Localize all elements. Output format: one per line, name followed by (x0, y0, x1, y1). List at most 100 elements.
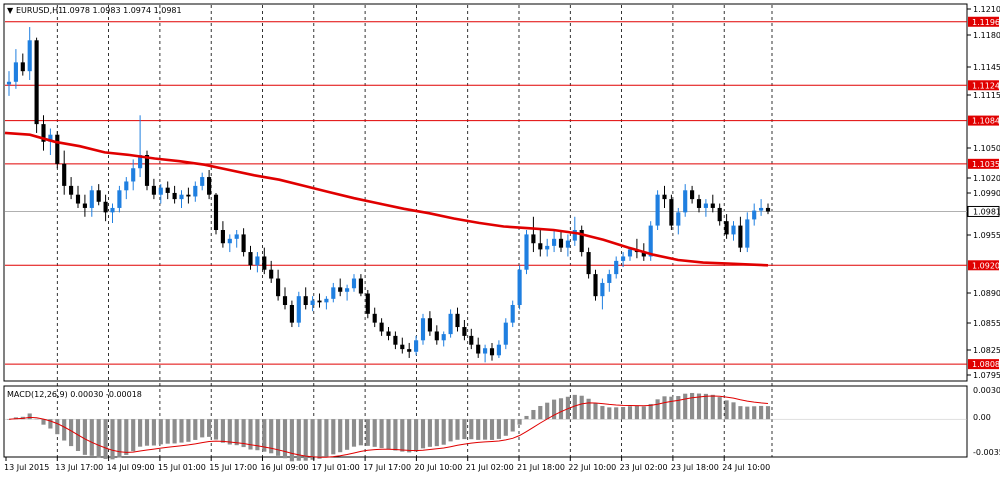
macd-histogram-bar (683, 393, 688, 420)
macd-histogram-bar (331, 419, 336, 455)
macd-histogram-bar (455, 419, 460, 440)
candle-body (614, 260, 619, 275)
candle-body (144, 155, 150, 186)
macd-histogram-bar (662, 396, 667, 420)
macd-histogram-bar (62, 419, 67, 441)
macd-histogram-bar (600, 406, 605, 420)
candle-body (351, 278, 357, 289)
candle-body (386, 331, 391, 336)
candle-body (593, 274, 598, 297)
macd-histogram-bar (6, 419, 12, 420)
candle-body (703, 203, 708, 208)
macd-histogram-bar (634, 406, 639, 420)
candle-body (82, 203, 87, 208)
candle-body (745, 219, 750, 248)
current-bid-marker: 1.0981 (967, 205, 1000, 217)
candle-body (469, 335, 474, 345)
candle-body (20, 62, 25, 72)
macd-histogram-bar (82, 419, 87, 455)
candle-body (683, 190, 688, 213)
time-tick-label: 16 Jul 09:00 (261, 463, 309, 472)
level-price-box (968, 260, 999, 271)
macd-histogram-bar (110, 419, 115, 460)
macd-histogram-bar (745, 406, 750, 420)
macd-histogram-bar (648, 403, 653, 420)
macd-histogram-bar (586, 398, 591, 420)
candle-body (276, 278, 281, 297)
macd-histogram-bar (462, 419, 467, 440)
candle-body (324, 298, 329, 303)
macd-histogram-bar (193, 419, 198, 440)
candle-body (724, 221, 729, 235)
macd-histogram-bar (179, 419, 184, 443)
candle-body (379, 322, 384, 332)
candle-body (69, 185, 74, 195)
macd-histogram-bar (117, 419, 122, 458)
macd-histogram-bar (517, 419, 522, 425)
candle-body (579, 230, 584, 253)
candle-body (462, 327, 467, 336)
chart-menu-arrow-icon[interactable]: ▼ (7, 6, 14, 15)
candle-body (572, 230, 577, 241)
level-price-text: 1.1124 (972, 81, 1000, 90)
candle-body (710, 203, 715, 208)
macd-histogram-bar (165, 419, 170, 444)
macd-histogram-bar (55, 419, 60, 435)
candle-body (96, 190, 101, 202)
candle-body (310, 300, 315, 305)
price-tick-label: 1.0855 (973, 319, 1000, 328)
candle-body (627, 249, 633, 257)
symbol-label: EURUSD,H1 (16, 6, 63, 15)
level-price-text: 1.0920 (972, 261, 1000, 270)
price-tick-label: 1.1050 (973, 144, 1000, 153)
macd-histogram-bar (282, 419, 288, 459)
price-tick-label: 1.0890 (973, 289, 1000, 298)
candle-body (420, 318, 426, 341)
macd-histogram-bar (248, 419, 253, 450)
candle-body (372, 313, 377, 323)
time-tick-label: 23 Jul 02:00 (620, 463, 668, 472)
macd-histogram-bar (269, 419, 274, 454)
candle-body (531, 234, 536, 244)
macd-histogram-bar (558, 398, 564, 420)
macd-histogram-bar (738, 406, 743, 420)
macd-histogram-bar (655, 399, 660, 420)
price-tick-label: 1.0825 (973, 346, 1000, 355)
level-price-text: 1.0808 (972, 360, 1000, 369)
macd-histogram-bar (124, 419, 129, 455)
candle-body (669, 199, 674, 226)
macd-histogram-bar (186, 419, 191, 442)
candle-body (75, 194, 81, 204)
candle-body (496, 344, 501, 356)
macd-histogram-bar (434, 419, 439, 447)
candle-body (400, 344, 405, 350)
candle-body (303, 296, 308, 305)
time-tick-label: 20 Jul 10:00 (414, 463, 462, 472)
current-bid-box (967, 205, 1000, 217)
macd-tick-label: 0.00 (973, 413, 991, 422)
macd-histogram-bar (400, 419, 405, 452)
time-tick-label: 17 Jul 17:00 (363, 463, 411, 472)
time-tick-label: 17 Jul 01:00 (312, 463, 360, 472)
macd-histogram-bar (296, 419, 301, 461)
candle-body (600, 282, 605, 297)
macd-histogram-bar (96, 419, 101, 458)
macd-indicator (5, 392, 967, 462)
candle-body (476, 344, 481, 354)
candle-body (690, 190, 695, 200)
candle-body (455, 313, 460, 328)
macd-histogram-bar (427, 419, 432, 447)
candle-body (110, 207, 115, 213)
candle-body (338, 287, 343, 292)
macd-histogram-bar (503, 419, 508, 436)
macd-histogram-bar (524, 415, 529, 420)
macd-histogram-bar (724, 400, 729, 420)
time-tick-label: 13 Jul 2015 (4, 463, 49, 472)
macd-histogram-bar (579, 395, 584, 420)
candle-body (158, 187, 163, 195)
price-tick-label: 1.1210 (973, 5, 1000, 14)
candle-body (676, 212, 681, 226)
candle-body (117, 190, 122, 208)
